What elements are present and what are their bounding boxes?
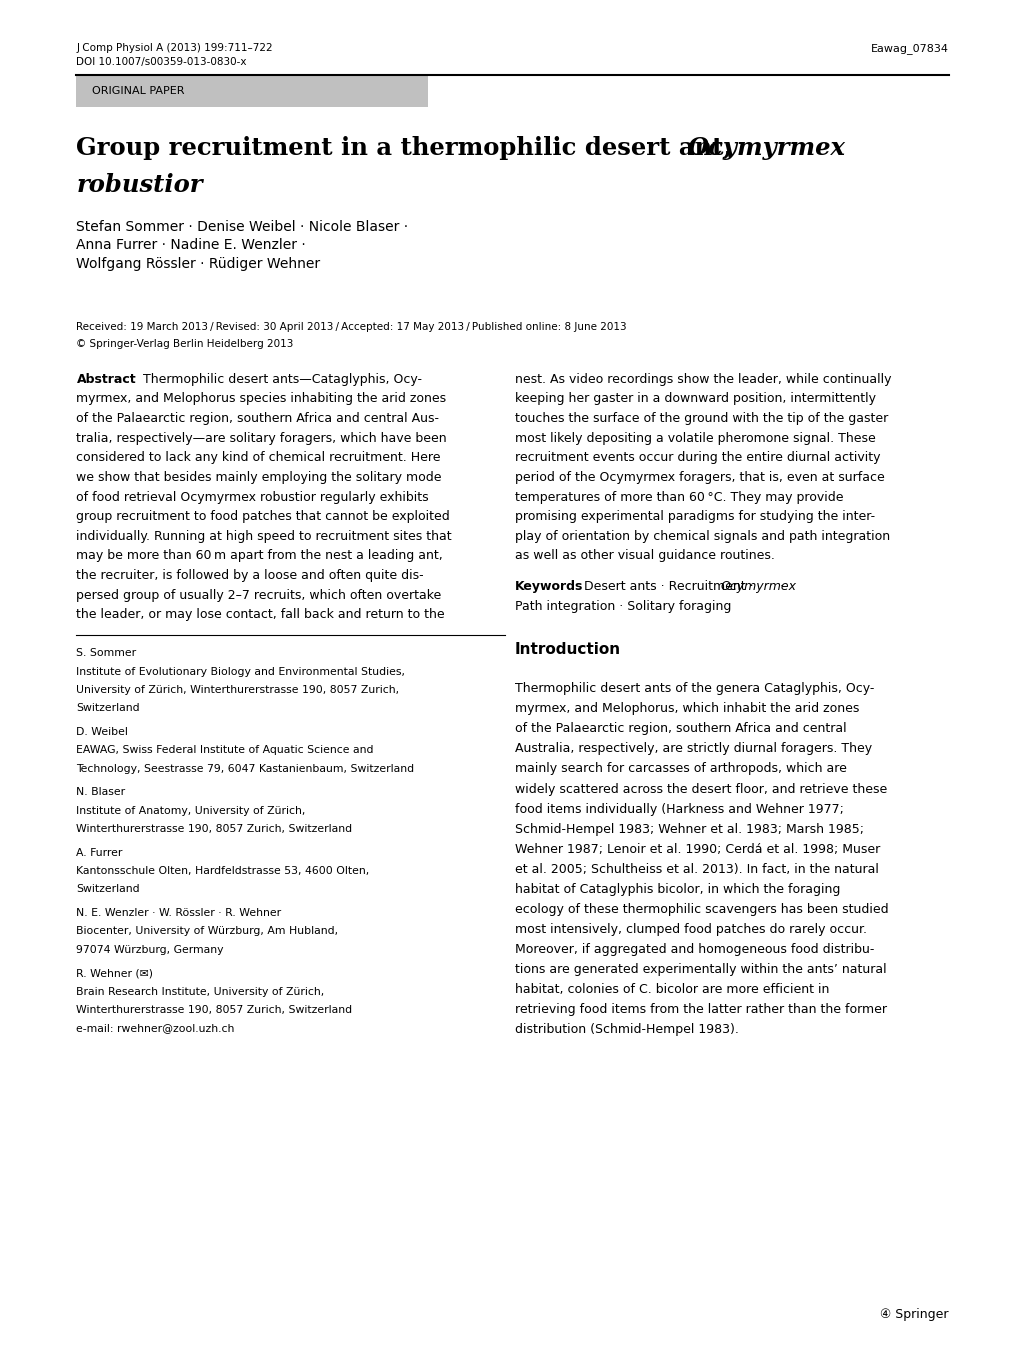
Text: group recruitment to food patches that cannot be exploited: group recruitment to food patches that c… — [76, 509, 449, 523]
Text: most likely depositing a volatile pheromone signal. These: most likely depositing a volatile pherom… — [515, 431, 875, 444]
Text: N. Blaser: N. Blaser — [76, 787, 125, 797]
Text: Winterthurerstrasse 190, 8057 Zurich, Switzerland: Winterthurerstrasse 190, 8057 Zurich, Sw… — [76, 1005, 353, 1015]
Text: Stefan Sommer · Denise Weibel · Nicole Blaser ·: Stefan Sommer · Denise Weibel · Nicole B… — [76, 220, 409, 233]
Text: e-mail: rwehner@zool.uzh.ch: e-mail: rwehner@zool.uzh.ch — [76, 1023, 234, 1034]
Text: Brain Research Institute, University of Zürich,: Brain Research Institute, University of … — [76, 986, 324, 997]
Text: Kantonsschule Olten, Hardfeldstrasse 53, 4600 Olten,: Kantonsschule Olten, Hardfeldstrasse 53,… — [76, 866, 370, 877]
Text: widely scattered across the desert floor, and retrieve these: widely scattered across the desert floor… — [515, 782, 887, 795]
Text: Abstract: Abstract — [76, 373, 136, 386]
Text: Institute of Anatomy, University of Zürich,: Institute of Anatomy, University of Züri… — [76, 806, 306, 816]
Text: myrmex, and Melophorus, which inhabit the arid zones: myrmex, and Melophorus, which inhabit th… — [515, 702, 859, 715]
Text: individually. Running at high speed to recruitment sites that: individually. Running at high speed to r… — [76, 530, 451, 543]
Text: Australia, respectively, are strictly diurnal foragers. They: Australia, respectively, are strictly di… — [515, 743, 871, 755]
Text: Switzerland: Switzerland — [76, 885, 140, 894]
Text: S. Sommer: S. Sommer — [76, 648, 137, 659]
Text: myrmex, and Melophorus species inhabiting the arid zones: myrmex, and Melophorus species inhabitin… — [76, 393, 446, 405]
Text: Winterthurerstrasse 190, 8057 Zurich, Switzerland: Winterthurerstrasse 190, 8057 Zurich, Sw… — [76, 824, 353, 833]
Text: as well as other visual guidance routines.: as well as other visual guidance routine… — [515, 549, 774, 562]
Text: ORIGINAL PAPER: ORIGINAL PAPER — [92, 85, 184, 96]
Text: Desert ants · Recruitment ·: Desert ants · Recruitment · — [584, 580, 757, 593]
Text: Path integration · Solitary foraging: Path integration · Solitary foraging — [515, 599, 731, 612]
Text: mainly search for carcasses of arthropods, which are: mainly search for carcasses of arthropod… — [515, 763, 846, 775]
Text: ecology of these thermophilic scavengers has been studied: ecology of these thermophilic scavengers… — [515, 902, 888, 916]
Text: persed group of usually 2–7 recruits, which often overtake: persed group of usually 2–7 recruits, wh… — [76, 588, 441, 602]
Text: promising experimental paradigms for studying the inter-: promising experimental paradigms for stu… — [515, 509, 874, 523]
Text: ④ Springer: ④ Springer — [879, 1308, 948, 1321]
Text: Ocymyrmex: Ocymyrmex — [719, 580, 796, 593]
Text: R. Wehner (✉): R. Wehner (✉) — [76, 969, 153, 978]
Text: Group recruitment in a thermophilic desert ant,: Group recruitment in a thermophilic dese… — [76, 136, 740, 160]
Text: Technology, Seestrasse 79, 6047 Kastanienbaum, Switzerland: Technology, Seestrasse 79, 6047 Kastanie… — [76, 764, 414, 774]
Text: Wolfgang Rössler · Rüdiger Wehner: Wolfgang Rössler · Rüdiger Wehner — [76, 257, 320, 271]
Text: A. Furrer: A. Furrer — [76, 848, 122, 858]
Text: Received: 19 March 2013 / Revised: 30 April 2013 / Accepted: 17 May 2013 / Publi: Received: 19 March 2013 / Revised: 30 Ap… — [76, 322, 627, 332]
Text: retrieving food items from the latter rather than the former: retrieving food items from the latter ra… — [515, 1003, 887, 1016]
Text: food items individually (Harkness and Wehner 1977;: food items individually (Harkness and We… — [515, 802, 843, 816]
Text: 97074 Würzburg, Germany: 97074 Würzburg, Germany — [76, 944, 224, 955]
Text: Moreover, if aggregated and homogeneous food distribu-: Moreover, if aggregated and homogeneous … — [515, 943, 873, 955]
Text: Wehner 1987; Lenoir et al. 1990; Cerdá et al. 1998; Muser: Wehner 1987; Lenoir et al. 1990; Cerdá e… — [515, 843, 879, 855]
Text: habitat of Cataglyphis bicolor, in which the foraging: habitat of Cataglyphis bicolor, in which… — [515, 882, 840, 896]
Text: N. E. Wenzler · W. Rössler · R. Wehner: N. E. Wenzler · W. Rössler · R. Wehner — [76, 908, 281, 919]
Text: of the Palaearctic region, southern Africa and central Aus-: of the Palaearctic region, southern Afri… — [76, 412, 439, 425]
Text: D. Weibel: D. Weibel — [76, 728, 128, 737]
Text: of the Palaearctic region, southern Africa and central: of the Palaearctic region, southern Afri… — [515, 722, 846, 736]
Text: considered to lack any kind of chemical recruitment. Here: considered to lack any kind of chemical … — [76, 451, 440, 465]
Text: robustior: robustior — [76, 173, 203, 198]
Text: touches the surface of the ground with the tip of the gaster: touches the surface of the ground with t… — [515, 412, 888, 425]
Text: EAWAG, Swiss Federal Institute of Aquatic Science and: EAWAG, Swiss Federal Institute of Aquati… — [76, 745, 374, 755]
Text: of food retrieval Ocymyrmex robustior regularly exhibits: of food retrieval Ocymyrmex robustior re… — [76, 491, 429, 504]
Text: period of the Ocymyrmex foragers, that is, even at surface: period of the Ocymyrmex foragers, that i… — [515, 470, 884, 484]
Text: © Springer-Verlag Berlin Heidelberg 2013: © Springer-Verlag Berlin Heidelberg 2013 — [76, 339, 293, 348]
Text: et al. 2005; Schultheiss et al. 2013). In fact, in the natural: et al. 2005; Schultheiss et al. 2013). I… — [515, 863, 878, 875]
Text: tralia, respectively—are solitary foragers, which have been: tralia, respectively—are solitary forage… — [76, 431, 446, 444]
Text: Institute of Evolutionary Biology and Environmental Studies,: Institute of Evolutionary Biology and En… — [76, 667, 406, 676]
Text: may be more than 60 m apart from the nest a leading ant,: may be more than 60 m apart from the nes… — [76, 549, 443, 562]
Text: Ocymyrmex: Ocymyrmex — [687, 136, 845, 160]
Text: Eawag_07834: Eawag_07834 — [870, 43, 948, 54]
Text: nest. As video recordings show the leader, while continually: nest. As video recordings show the leade… — [515, 373, 891, 386]
Text: habitat, colonies of C. bicolor are more efficient in: habitat, colonies of C. bicolor are more… — [515, 982, 828, 996]
Text: most intensively, clumped food patches do rarely occur.: most intensively, clumped food patches d… — [515, 923, 866, 936]
Text: Schmid-Hempel 1983; Wehner et al. 1983; Marsh 1985;: Schmid-Hempel 1983; Wehner et al. 1983; … — [515, 822, 863, 836]
Text: Thermophilic desert ants of the genera Cataglyphis, Ocy-: Thermophilic desert ants of the genera C… — [515, 682, 873, 695]
Text: Keywords: Keywords — [515, 580, 583, 593]
Text: University of Zürich, Winterthurerstrasse 190, 8057 Zurich,: University of Zürich, Winterthurerstrass… — [76, 684, 399, 695]
Text: J Comp Physiol A (2013) 199:711–722: J Comp Physiol A (2013) 199:711–722 — [76, 43, 273, 53]
Text: Thermophilic desert ants—Cataglyphis, Ocy-: Thermophilic desert ants—Cataglyphis, Oc… — [143, 373, 422, 386]
Text: recruitment events occur during the entire diurnal activity: recruitment events occur during the enti… — [515, 451, 879, 465]
Text: tions are generated experimentally within the ants’ natural: tions are generated experimentally withi… — [515, 963, 886, 976]
Text: DOI 10.1007/s00359-013-0830-x: DOI 10.1007/s00359-013-0830-x — [76, 57, 247, 66]
Text: the leader, or may lose contact, fall back and return to the: the leader, or may lose contact, fall ba… — [76, 608, 444, 622]
Text: keeping her gaster in a downward position, intermittently: keeping her gaster in a downward positio… — [515, 393, 875, 405]
Text: Switzerland: Switzerland — [76, 703, 140, 713]
Text: Introduction: Introduction — [515, 641, 621, 657]
Bar — [76, 75, 428, 107]
Text: play of orientation by chemical signals and path integration: play of orientation by chemical signals … — [515, 530, 890, 543]
Text: Anna Furrer · Nadine E. Wenzler ·: Anna Furrer · Nadine E. Wenzler · — [76, 238, 306, 252]
Text: the recruiter, is followed by a loose and often quite dis-: the recruiter, is followed by a loose an… — [76, 569, 424, 583]
Text: Biocenter, University of Würzburg, Am Hubland,: Biocenter, University of Würzburg, Am Hu… — [76, 927, 338, 936]
Text: distribution (Schmid-Hempel 1983).: distribution (Schmid-Hempel 1983). — [515, 1023, 738, 1037]
Text: ·: · — [779, 580, 783, 593]
Text: we show that besides mainly employing the solitary mode: we show that besides mainly employing th… — [76, 470, 441, 484]
Text: temperatures of more than 60 °C. They may provide: temperatures of more than 60 °C. They ma… — [515, 491, 843, 504]
